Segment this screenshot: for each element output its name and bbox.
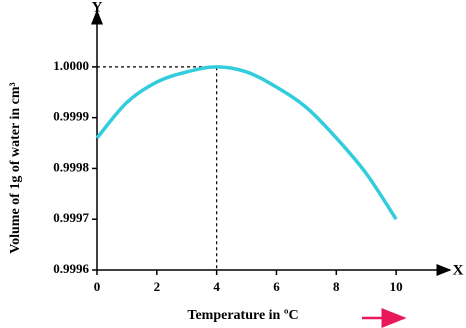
y-tick-label: 0.9997	[53, 210, 89, 225]
x-tick-label: 10	[390, 279, 403, 294]
x-axis-name: X	[453, 262, 464, 278]
y-tick-label: 0.9996	[53, 261, 89, 276]
y-axis-name: Y	[92, 0, 103, 15]
x-tick-label: 6	[273, 279, 280, 294]
y-tick-label: 0.9999	[53, 109, 89, 124]
y-tick-label: 0.9998	[53, 159, 89, 174]
x-tick-label: 2	[154, 279, 161, 294]
data-line	[95, 65, 398, 221]
x-tick-label: 4	[213, 279, 220, 294]
y-axis-label: Volume of 1g of water in cm³	[8, 82, 23, 253]
x-axis-label: Temperature in ºC	[187, 308, 298, 323]
x-tick-label: 0	[94, 279, 101, 294]
x-tick-label: 8	[333, 279, 340, 294]
guide-line	[97, 66, 218, 270]
y-tick-label: 1.0000	[53, 58, 89, 73]
